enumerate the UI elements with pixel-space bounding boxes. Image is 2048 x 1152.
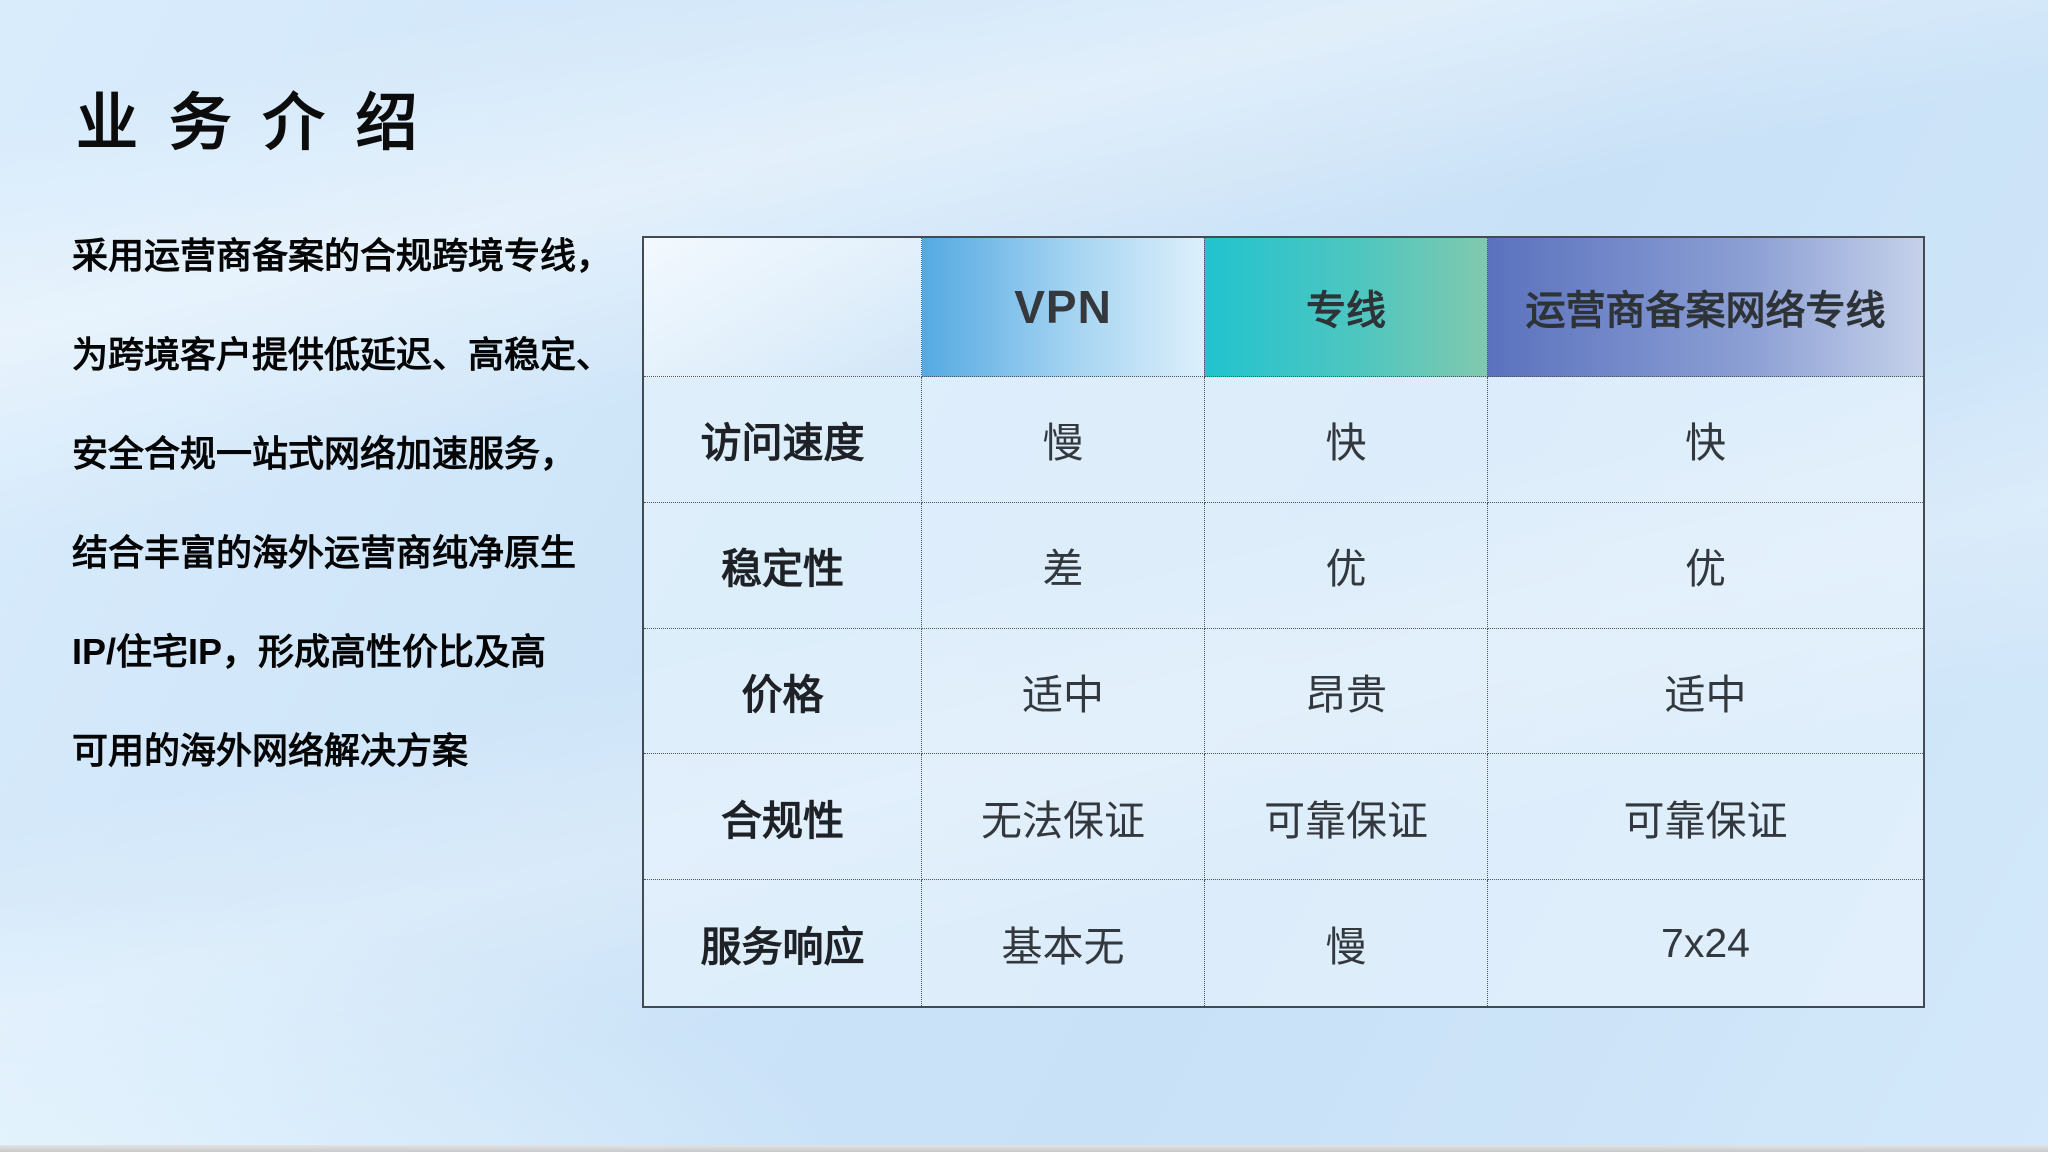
intro-paragraph: 采用运营商备案的合规跨境专线， 为跨境客户提供低延迟、高稳定、 安全合规一站式网… <box>72 206 632 800</box>
intro-line: 安全合规一站式网络加速服务， <box>72 433 577 474</box>
table-cell: 基本无 <box>922 880 1205 1006</box>
table-cell: 快 <box>1205 377 1488 503</box>
intro-line: 采用运营商备案的合规跨境专线， <box>72 235 613 276</box>
column-header-dedicated-line: 专线 <box>1205 238 1488 377</box>
table-cell: 慢 <box>1205 880 1488 1006</box>
table-cell: 适中 <box>922 628 1205 755</box>
table-cell: 适中 <box>1488 629 1923 755</box>
table-cell: 快 <box>1488 377 1923 503</box>
intro-line: 为跨境客户提供低延迟、高稳定、 <box>72 334 613 375</box>
column-header-vpn: VPN <box>922 238 1205 377</box>
row-label-compliance: 合规性 <box>644 754 922 881</box>
column-header-carrier-line: 运营商备案网络专线 <box>1488 238 1923 377</box>
table-cell: 无法保证 <box>922 754 1205 881</box>
table-cell: 可靠保证 <box>1488 754 1923 881</box>
table-cell: 可靠保证 <box>1205 754 1488 881</box>
table-cell: 优 <box>1488 503 1923 629</box>
row-label-stability: 稳定性 <box>644 502 922 629</box>
intro-line: 可用的海外网络解决方案 <box>72 730 469 771</box>
intro-line: 结合丰富的海外运营商纯净原生 <box>72 532 577 573</box>
row-label-price: 价格 <box>644 628 922 755</box>
page-title: 业 务 介 绍 <box>76 89 425 158</box>
table-cell: 优 <box>1205 502 1488 629</box>
row-label-access-speed: 访问速度 <box>644 377 922 503</box>
table-cell: 慢 <box>922 377 1205 503</box>
table-cell: 差 <box>922 502 1205 629</box>
bottom-edge-strip <box>0 1145 2048 1152</box>
table-cell: 7x24 <box>1661 919 1750 966</box>
table-corner-cell <box>644 238 922 377</box>
intro-line: IP/住宅IP，形成高性价比及高 <box>72 631 547 672</box>
comparison-table: VPN 专线 运营商备案网络专线 访问速度 慢 快 快 稳定性 差 优 优 价格… <box>642 236 1925 1008</box>
row-label-service-response: 服务响应 <box>644 880 922 1006</box>
table-cell: 昂贵 <box>1205 628 1488 755</box>
